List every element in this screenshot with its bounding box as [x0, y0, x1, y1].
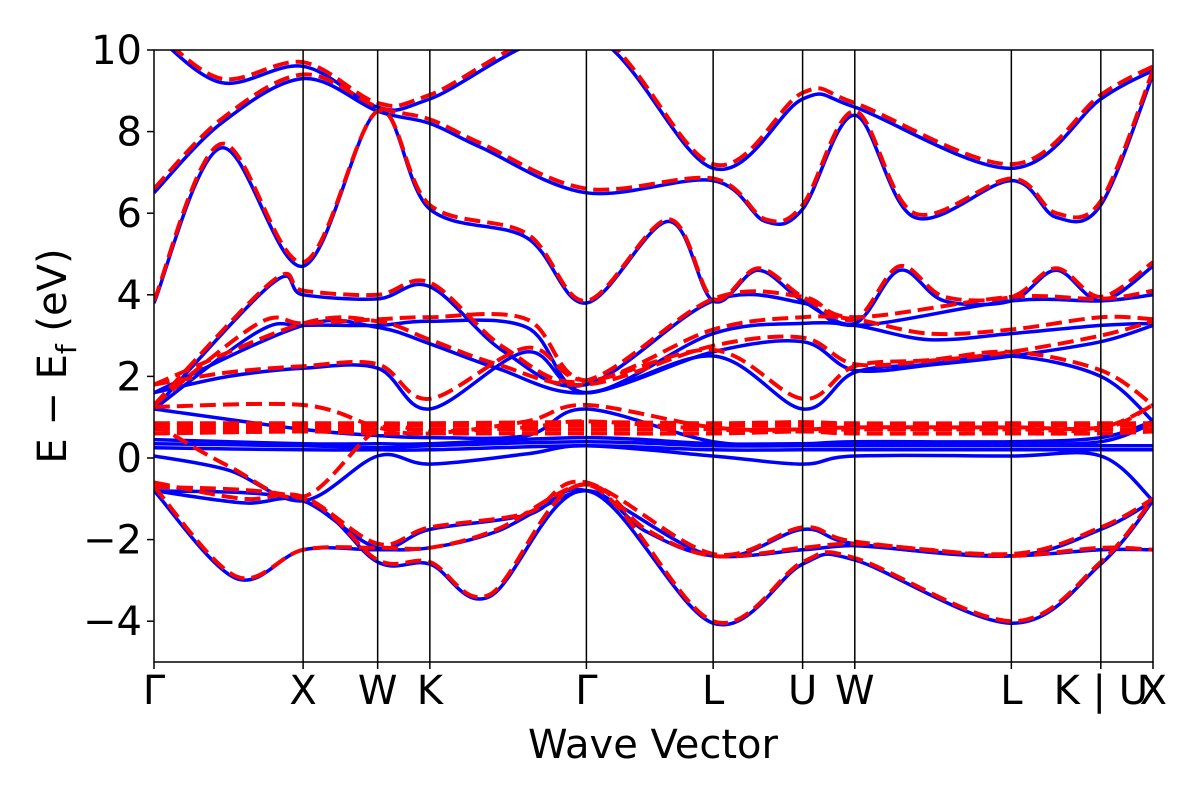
band-solid-6 — [154, 439, 1153, 450]
y-tick-label: −4 — [83, 599, 142, 645]
band-solid-5 — [154, 444, 1153, 452]
y-axis-label-sub: f — [50, 343, 83, 354]
y-tick-label: 4 — [117, 273, 142, 319]
band-dashed-9 — [154, 401, 1153, 436]
x-tick-label: K — [417, 668, 445, 714]
y-tick-label: 6 — [117, 191, 142, 237]
y-tick-label: 0 — [117, 436, 142, 482]
band-dashed-12 — [154, 311, 1153, 407]
band-dashed-14 — [154, 108, 1153, 323]
y-tick-label: 8 — [117, 110, 142, 156]
x-tick-label: X — [289, 668, 316, 714]
x-tick-label: Γ — [575, 668, 598, 714]
y-axis-label-main: E − E — [30, 354, 76, 464]
band-solid-7 — [154, 421, 1153, 446]
y-tick-label: 10 — [91, 28, 142, 74]
x-tick-label: U — [788, 668, 817, 714]
x-tick-label: L — [1000, 668, 1023, 714]
y-axis-label: E − Ef (eV) — [30, 248, 83, 463]
band-dashed-4 — [154, 429, 1153, 436]
band-dashed-7 — [154, 420, 1153, 426]
band-dashed-15 — [154, 69, 1153, 224]
x-axis-label: Wave Vector — [528, 722, 779, 768]
x-tick-label: K | U — [1054, 668, 1148, 714]
high-symmetry-lines — [302, 50, 1102, 662]
y-axis-label-unit: (eV) — [30, 248, 76, 344]
x-tick-label: X — [1140, 668, 1167, 714]
x-tick-label: W — [835, 668, 875, 714]
y-tick-label: 2 — [117, 354, 142, 400]
x-tick-label: W — [358, 668, 398, 714]
band-dashed-10 — [154, 345, 1153, 407]
x-tick-label: Γ — [143, 668, 166, 714]
y-tick-label: −2 — [83, 518, 142, 564]
plot-frame — [153, 49, 1154, 663]
y-axis-ticks: −4 −2 0 2 4 6 8 10 — [83, 28, 154, 645]
band-solid-11 — [154, 318, 1153, 411]
x-tick-label: L — [702, 668, 725, 714]
